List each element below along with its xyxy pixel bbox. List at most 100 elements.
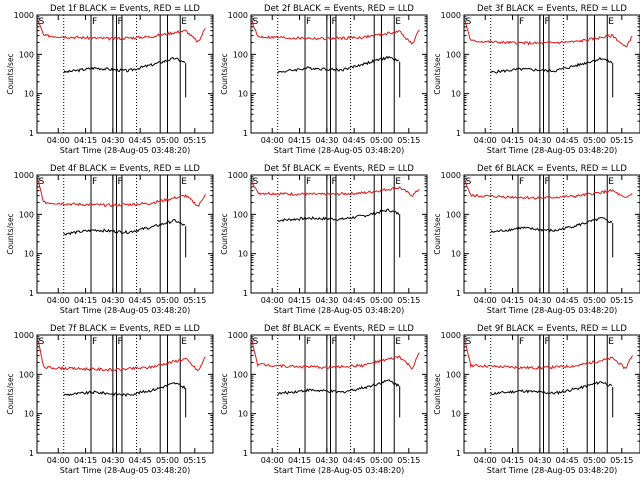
chart-panel: Det 2f BLACK = Events, RED = LLD 1 10 100 10…	[220, 4, 428, 155]
chart-title: Det 2f BLACK = Events, RED = LLD	[264, 4, 414, 14]
lld-series-line	[37, 180, 206, 208]
x-tick-label: 05:15	[397, 136, 420, 145]
x-tick-label: 04:15	[74, 136, 97, 145]
time-marker-label: F	[118, 337, 123, 347]
plot-frame	[250, 334, 428, 454]
time-marker-label: F	[92, 177, 97, 187]
chart-title: Det 4f BLACK = Events, RED = LLD	[50, 164, 200, 174]
time-marker-label: E	[395, 177, 401, 187]
y-tick-label: 10	[451, 410, 461, 419]
y-tick-label: 100	[446, 50, 461, 59]
chart-title: Det 3f BLACK = Events, RED = LLD	[477, 4, 627, 14]
y-axis-label: Counts/sec	[220, 53, 229, 94]
time-marker-label: F	[519, 17, 524, 27]
time-marker-label: E	[181, 337, 187, 347]
x-axis-label: Start Time (28-Aug-05 03:48:20)	[487, 306, 618, 315]
time-marker-label: E	[395, 337, 401, 347]
x-tick-label: 04:30	[101, 136, 124, 145]
x-tick-label: 05:15	[397, 296, 420, 305]
y-tick-label: 10	[238, 90, 248, 99]
x-axis-label: Start Time (28-Aug-05 03:48:20)	[487, 146, 618, 155]
x-tick-label: 04:45	[343, 456, 366, 465]
x-tick-label: 04:45	[343, 136, 366, 145]
time-marker-label: F	[306, 177, 311, 187]
y-axis-label: Counts/sec	[220, 213, 229, 254]
time-marker-label: S	[253, 177, 259, 187]
y-axis-label: Counts/sec	[6, 373, 15, 414]
y-tick-label: 1000	[14, 11, 34, 20]
plot-frame	[36, 334, 214, 454]
time-marker-label: S	[466, 17, 472, 27]
x-axis-label: Start Time (28-Aug-05 03:48:20)	[60, 306, 191, 315]
y-tick-label: 100	[19, 50, 34, 59]
chart-panel: Det 6f BLACK = Events, RED = LLD 1 10 100 10…	[433, 164, 640, 315]
x-tick-label: 04:00	[47, 456, 70, 465]
y-tick-label: 1000	[228, 331, 248, 340]
x-tick-label: 04:45	[129, 136, 152, 145]
x-tick-label: 04:15	[74, 296, 97, 305]
x-tick-label: 05:00	[156, 136, 179, 145]
events-series-line	[277, 379, 400, 396]
lld-series-line	[37, 341, 206, 372]
x-tick-label: 05:00	[583, 296, 606, 305]
time-marker-label: S	[253, 17, 259, 27]
y-tick-label: 1	[29, 449, 34, 458]
lld-series-line	[37, 21, 206, 43]
y-tick-label: 1000	[441, 171, 461, 180]
y-tick-label: 1	[243, 449, 248, 458]
plot-frame	[250, 174, 428, 294]
x-tick-label: 04:15	[501, 296, 524, 305]
lld-series-line	[464, 340, 633, 370]
time-marker-label: S	[466, 177, 472, 187]
plot-frame	[463, 174, 640, 294]
x-tick-label: 05:15	[183, 456, 206, 465]
time-marker-label: F	[92, 337, 97, 347]
time-marker-label: F	[519, 177, 524, 187]
time-marker-label: E	[181, 177, 187, 187]
time-marker-label: F	[545, 17, 550, 27]
y-tick-label: 1000	[228, 11, 248, 20]
y-tick-label: 1	[29, 289, 34, 298]
y-tick-label: 100	[19, 370, 34, 379]
chart-panel: Det 3f BLACK = Events, RED = LLD 1 10 100 10…	[433, 4, 640, 155]
x-tick-label: 04:45	[556, 136, 579, 145]
x-tick-label: 04:00	[47, 296, 70, 305]
x-tick-label: 04:15	[288, 296, 311, 305]
time-marker-label: S	[39, 337, 45, 347]
y-tick-label: 100	[446, 210, 461, 219]
y-axis-label: Counts/sec	[433, 53, 442, 94]
plot-frame	[463, 334, 640, 454]
chart-panel: Det 8f BLACK = Events, RED = LLD 1 10 100 10…	[220, 324, 428, 475]
chart-title: Det 5f BLACK = Events, RED = LLD	[264, 164, 414, 174]
y-tick-label: 1000	[441, 331, 461, 340]
time-marker-label: S	[253, 337, 259, 347]
x-tick-label: 04:45	[343, 296, 366, 305]
y-tick-label: 1	[456, 449, 461, 458]
time-marker-label: F	[332, 337, 337, 347]
y-axis-label: Counts/sec	[6, 53, 15, 94]
time-marker-label: F	[306, 17, 311, 27]
time-marker-label: F	[519, 337, 524, 347]
time-marker-label: E	[608, 337, 614, 347]
lld-series-line	[251, 21, 420, 46]
x-tick-label: 04:00	[261, 136, 284, 145]
y-tick-label: 10	[24, 250, 34, 259]
chart-panel: Det 7f BLACK = Events, RED = LLD 1 10 100 10…	[6, 324, 214, 475]
time-marker-label: F	[118, 177, 123, 187]
x-tick-label: 04:45	[129, 296, 152, 305]
x-tick-label: 04:00	[474, 456, 497, 465]
y-tick-label: 1	[243, 289, 248, 298]
y-tick-label: 10	[24, 410, 34, 419]
time-marker-label: F	[545, 337, 550, 347]
x-axis-label: Start Time (28-Aug-05 03:48:20)	[274, 466, 405, 475]
x-tick-label: 05:00	[156, 296, 179, 305]
lld-series-line	[251, 340, 420, 370]
y-tick-label: 1000	[441, 11, 461, 20]
chart-title: Det 8f BLACK = Events, RED = LLD	[264, 324, 414, 334]
time-marker-label: E	[608, 17, 614, 27]
plot-frame	[36, 14, 214, 134]
x-tick-label: 05:00	[583, 136, 606, 145]
x-axis-label: Start Time (28-Aug-05 03:48:20)	[274, 146, 405, 155]
y-tick-label: 1	[243, 129, 248, 138]
x-tick-label: 04:30	[101, 296, 124, 305]
